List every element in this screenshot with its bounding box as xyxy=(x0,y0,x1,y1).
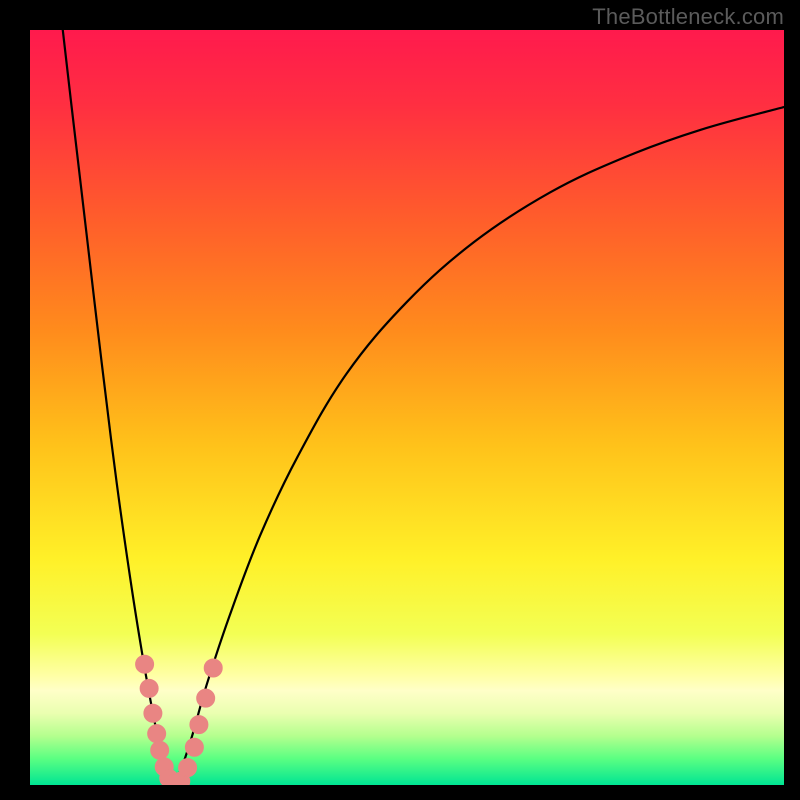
data-marker xyxy=(190,716,208,734)
data-marker xyxy=(140,679,158,697)
data-marker xyxy=(148,725,166,743)
data-marker xyxy=(185,738,203,756)
data-marker xyxy=(204,659,222,677)
data-marker xyxy=(197,689,215,707)
plot-svg xyxy=(30,30,784,785)
data-marker xyxy=(151,741,169,759)
data-marker xyxy=(179,759,197,777)
chart-container: TheBottleneck.com xyxy=(0,0,800,800)
data-marker xyxy=(136,655,154,673)
watermark-text: TheBottleneck.com xyxy=(592,4,784,30)
data-marker xyxy=(144,704,162,722)
curve-right-branch xyxy=(173,107,784,785)
plot-frame xyxy=(30,30,784,785)
curve-left-branch xyxy=(60,30,173,785)
